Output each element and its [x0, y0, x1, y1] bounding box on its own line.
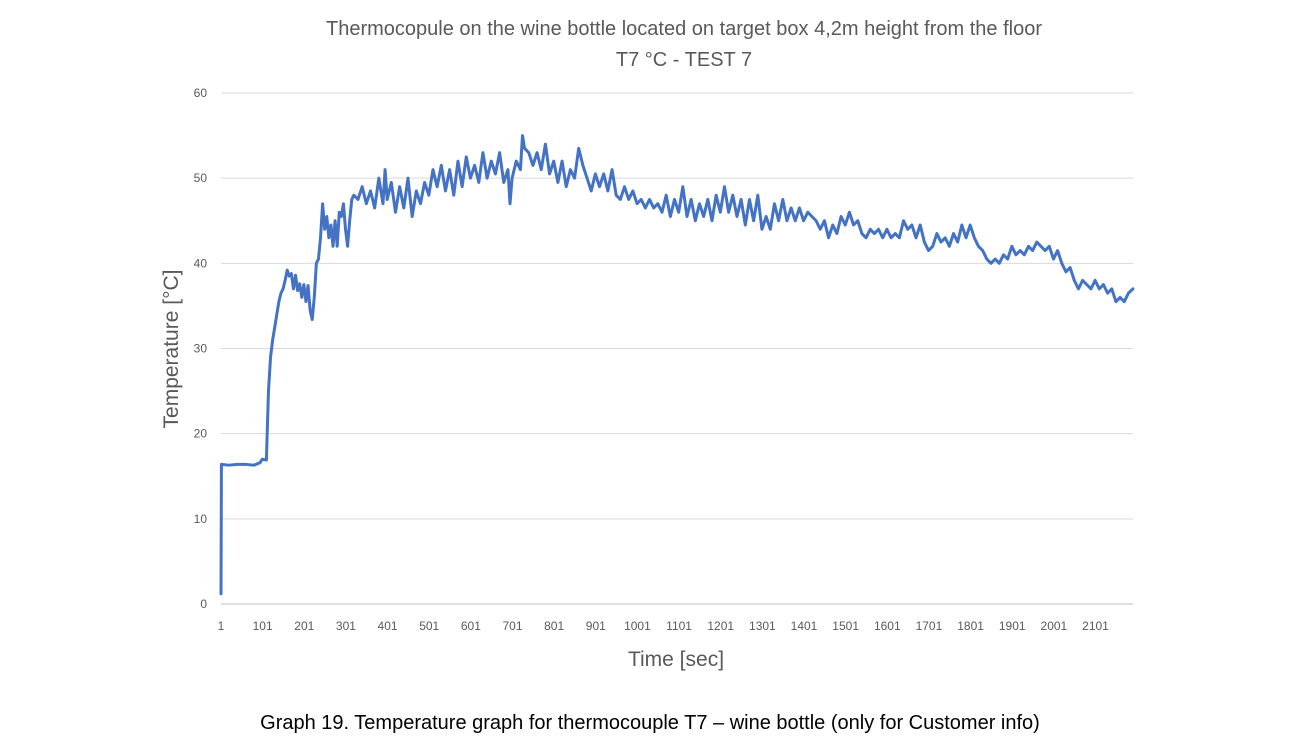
- series-line-t7: [219, 134, 1135, 596]
- x-tick-label: 701: [502, 619, 522, 633]
- y-tick-label: 60: [194, 86, 208, 100]
- series-group: [219, 134, 1135, 596]
- y-axis: 0 10 20 30 40 50 60: [194, 86, 208, 611]
- y-tick-label: 0: [200, 597, 207, 611]
- x-tick-label: 201: [294, 619, 314, 633]
- x-tick-label: 1701: [916, 619, 943, 633]
- y-tick-label: 40: [194, 256, 208, 270]
- x-tick-label: 1801: [957, 619, 984, 633]
- x-tick-label: 1401: [791, 619, 818, 633]
- x-tick-labels: 1 101 201 301 401 501 601 701 801 901 1001 1101 1201…: [218, 619, 1110, 633]
- y-tick-label: 50: [194, 171, 208, 185]
- x-tick-label: 2101: [1082, 619, 1109, 633]
- chart: Thermocopule on the wine bottle located …: [160, 18, 1135, 671]
- x-tick-label: 901: [586, 619, 606, 633]
- chart-subtitle: T7 °C - TEST 7: [616, 49, 752, 71]
- x-tick-label: 1101: [666, 619, 692, 633]
- x-tick-label: 801: [544, 619, 564, 633]
- x-tick-label: 401: [378, 619, 398, 633]
- y-axis-title: Temperature [°C]: [160, 270, 183, 429]
- x-tick-label: 1601: [874, 619, 901, 633]
- chart-title: Thermocopule on the wine bottle located …: [326, 18, 1042, 40]
- y-tick-label: 30: [194, 342, 208, 356]
- y-tick-label: 10: [194, 512, 208, 526]
- gridlines: [221, 92, 1133, 520]
- x-tick-label: 1301: [749, 619, 776, 633]
- figure-caption: Graph 19. Temperature graph for thermoco…: [260, 712, 1040, 734]
- x-axis-title: Time [sec]: [628, 648, 724, 671]
- x-tick-label: 1: [218, 619, 225, 633]
- x-tick-label: 1501: [832, 619, 859, 633]
- x-tick-label: 2001: [1041, 619, 1068, 633]
- y-tick-label: 20: [194, 427, 208, 441]
- x-tick-label: 301: [336, 619, 356, 633]
- x-tick-label: 1901: [999, 619, 1026, 633]
- x-tick-label: 1001: [624, 619, 651, 633]
- x-tick-label: 501: [419, 619, 439, 633]
- x-tick-label: 601: [461, 619, 481, 633]
- x-tick-label: 101: [253, 619, 273, 633]
- x-tick-label: 1201: [707, 619, 734, 633]
